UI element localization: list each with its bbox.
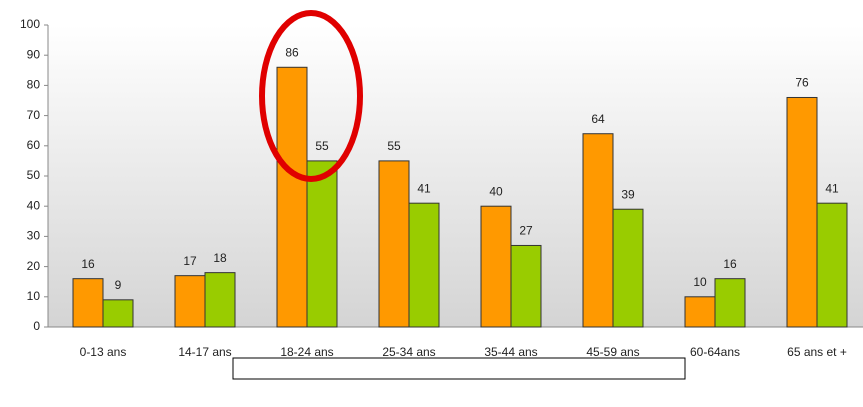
bar: [612, 208, 644, 328]
x-tick-label: 60-64ans: [690, 345, 740, 359]
x-tick-label: 35-44 ans: [484, 345, 537, 359]
value-label: 17: [183, 254, 197, 268]
value-label: 16: [723, 257, 737, 271]
y-tick-label: 70: [27, 108, 41, 122]
y-tick-label: 10: [27, 289, 41, 303]
bar: [582, 133, 614, 328]
y-tick-label: 40: [27, 198, 41, 212]
y-tick-label: 20: [27, 259, 41, 273]
bar: [816, 202, 848, 328]
bar: [306, 160, 338, 328]
x-tick-label: 65 ans et +: [787, 345, 847, 359]
x-tick-label: 25-34 ans: [382, 345, 435, 359]
value-label: 39: [621, 187, 635, 201]
bar: [204, 272, 236, 328]
x-tick-label: 45-59 ans: [586, 345, 639, 359]
y-tick-label: 0: [33, 319, 40, 333]
value-label: 41: [825, 181, 839, 195]
bar: [378, 160, 410, 328]
value-label: 86: [285, 45, 299, 59]
x-tick-label: 18-24 ans: [280, 345, 333, 359]
value-label: 41: [417, 181, 431, 195]
x-tick-label: 0-13 ans: [80, 345, 127, 359]
y-tick-label: 80: [27, 78, 41, 92]
bar: [480, 205, 512, 328]
bar: [684, 296, 716, 328]
value-label: 16: [81, 257, 95, 271]
value-label: 76: [795, 76, 809, 90]
y-tick-label: 50: [27, 168, 41, 182]
value-label: 27: [519, 224, 533, 238]
bar: [174, 275, 206, 328]
value-label: 40: [489, 184, 503, 198]
value-label: 10: [693, 275, 707, 289]
value-label: 55: [387, 139, 401, 153]
x-tick-label: 14-17 ans: [178, 345, 231, 359]
value-label: 9: [115, 278, 122, 292]
bar: [510, 244, 542, 328]
bar: [102, 299, 134, 328]
value-label: 55: [315, 139, 329, 153]
y-tick-label: 30: [27, 229, 41, 243]
value-label: 64: [591, 112, 605, 126]
bar: [714, 278, 746, 328]
legend-box: [232, 357, 686, 380]
value-label: 18: [213, 251, 227, 265]
highlight-ellipse: [259, 10, 363, 182]
bar: [408, 202, 440, 328]
bar: [276, 66, 308, 328]
y-tick-label: 90: [27, 47, 41, 61]
y-tick-label: 60: [27, 138, 41, 152]
bar: [786, 96, 818, 328]
y-tick-label: 100: [20, 17, 40, 31]
bar: [72, 278, 104, 328]
